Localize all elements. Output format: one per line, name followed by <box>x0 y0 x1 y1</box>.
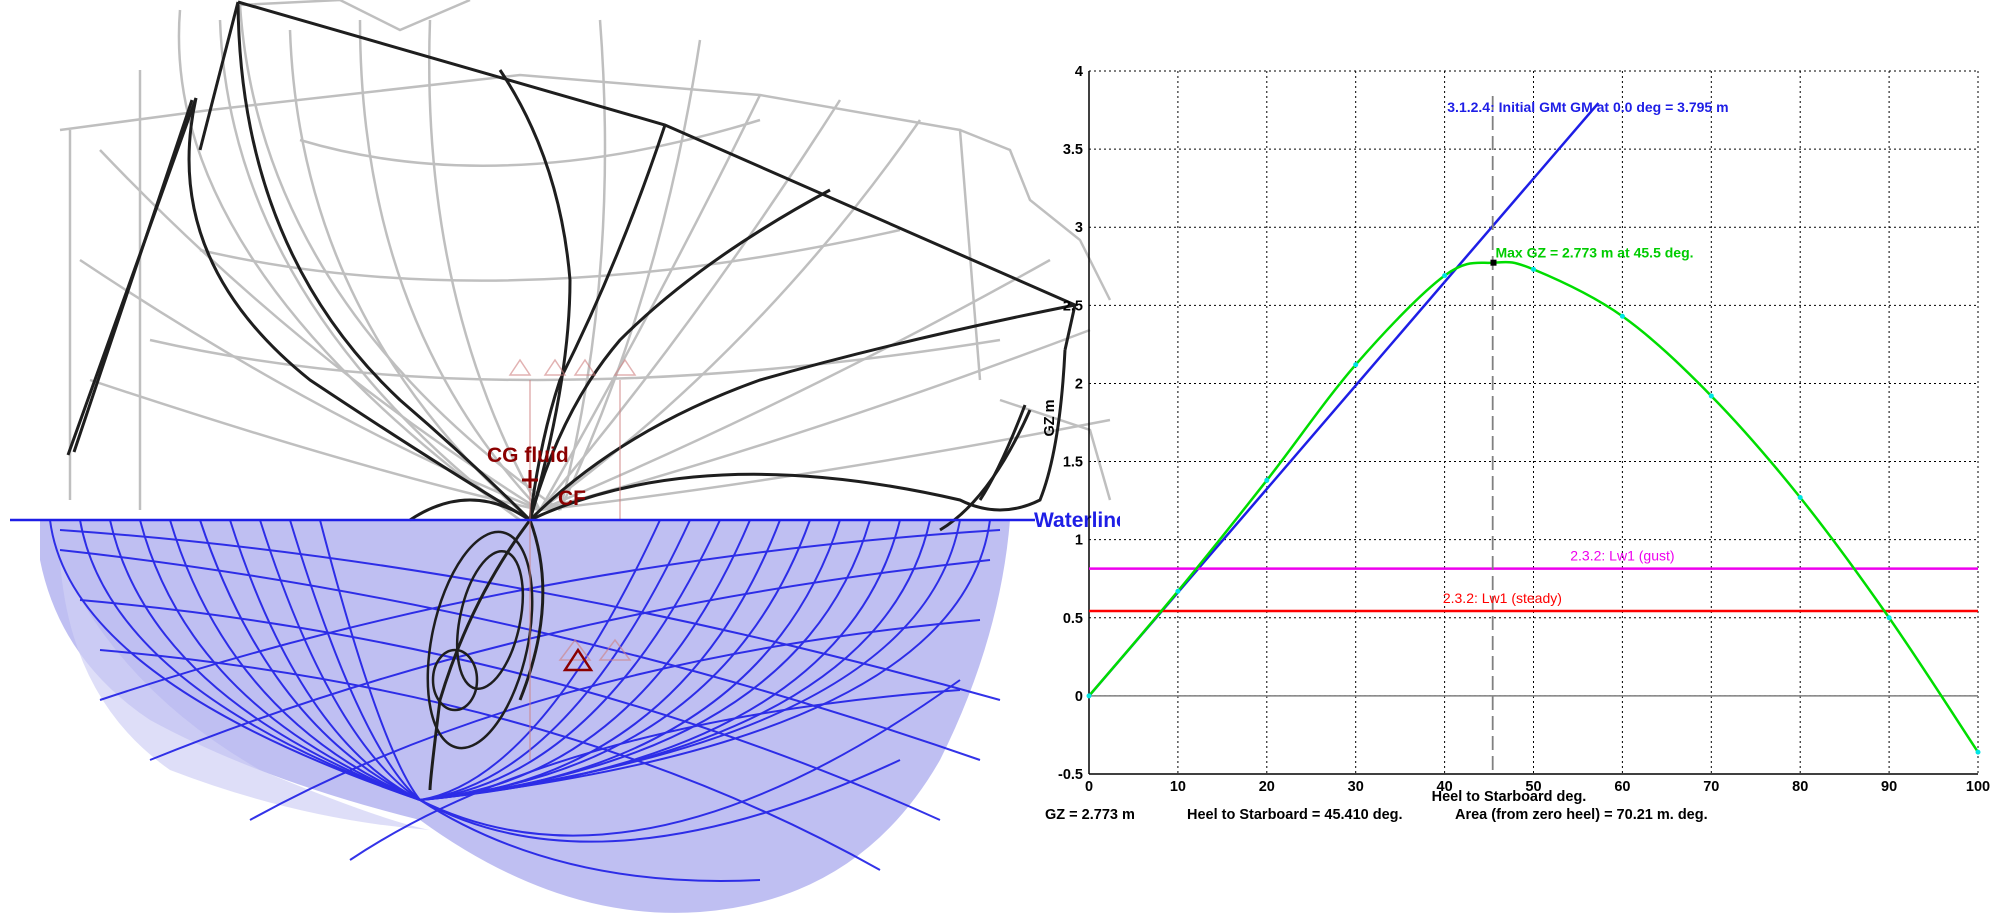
readout-gz: GZ = 2.773 m <box>1045 807 1135 823</box>
shaft-ellipses <box>426 530 534 750</box>
hull-fill <box>40 520 1010 913</box>
data-point <box>1175 588 1181 594</box>
x-tick-label: 90 <box>1881 779 1897 795</box>
y-tick-label: 1.5 <box>1063 455 1083 471</box>
y-tick-label: 0.5 <box>1063 611 1083 627</box>
data-point <box>1531 266 1536 272</box>
max-gz-point <box>1490 259 1497 266</box>
cf-label: CF <box>558 487 586 510</box>
data-point <box>1975 749 1981 755</box>
x-axis-label: Heel to Starboard deg. <box>1432 789 1587 805</box>
data-point <box>1353 362 1359 368</box>
y-tick-label: 4 <box>1075 64 1083 80</box>
y-tick-label: 1 <box>1075 533 1083 549</box>
marker-ghosts <box>508 358 637 760</box>
x-tick-label: 50 <box>1525 779 1541 795</box>
x-tick-label: 60 <box>1614 779 1630 795</box>
ref-line-label: 2.3.2: Lw1 (gust) <box>1570 548 1674 564</box>
hull-view: CG fluid CF Waterline <box>10 0 1120 913</box>
y-tick-label: -0.5 <box>1058 767 1083 783</box>
x-tick-label: 0 <box>1085 779 1093 795</box>
series-lines <box>1088 260 1980 753</box>
ref-line-label: 2.3.2: Lw1 (steady) <box>1443 590 1562 606</box>
waterline-label: Waterline <box>1034 509 1120 532</box>
x-tick-label: 80 <box>1792 779 1808 795</box>
data-point <box>1797 494 1803 500</box>
data-point <box>1442 273 1448 279</box>
y-tick-label: 3.5 <box>1063 142 1083 158</box>
cg-label: CG fluid <box>487 444 569 467</box>
data-point <box>1886 615 1892 621</box>
hull-section-lines <box>49 519 1001 882</box>
readout-area: Area (from zero heel) = 70.21 m. deg. <box>1455 807 1708 823</box>
x-tick-label: 10 <box>1170 779 1186 795</box>
y-tick-label: 3 <box>1075 220 1083 236</box>
y-tick-label: 2 <box>1075 376 1083 392</box>
y-tick-label: 0 <box>1075 689 1083 705</box>
y-axis-label: GZ m <box>1042 399 1058 436</box>
gz-curve <box>1088 260 1980 753</box>
data-point <box>1264 477 1270 483</box>
gz-chart: 0 10 20 30 40 50 60 70 80 90 100 -0.500.511.522.53… <box>1042 64 1990 805</box>
chart-grid <box>1089 70 1979 774</box>
cb-marker-icon <box>562 647 594 672</box>
hull-fill-light <box>60 560 430 830</box>
x-tick-labels: 0 10 20 30 40 50 60 70 80 90 100 <box>1085 779 1990 795</box>
x-tick-label: 70 <box>1703 779 1719 795</box>
x-tick-label: 20 <box>1259 779 1275 795</box>
hull-wireframe <box>66 0 1077 791</box>
x-tick-label: 100 <box>1966 779 1990 795</box>
readout-heel: Heel to Starboard = 45.410 deg. <box>1187 807 1403 823</box>
gm-slope-label: 3.1.2.4: Initial GMt GM at 0.0 deg = 3.7… <box>1447 99 1728 115</box>
x-tick-label: 40 <box>1437 779 1453 795</box>
data-point <box>1708 393 1714 399</box>
data-point <box>1086 693 1092 699</box>
y-tick-label: 2.5 <box>1063 298 1083 314</box>
annotations: 3.1.2.4: Initial GMt GM at 0.0 deg = 3.7… <box>1443 99 1729 606</box>
max-gz-annotation: Max GZ = 2.773 m at 45.5 deg. <box>1495 245 1693 261</box>
x-tick-label: 30 <box>1348 779 1364 795</box>
chart-axes <box>1088 71 1978 775</box>
data-point <box>1619 313 1625 319</box>
series-points <box>1086 259 1981 755</box>
cg-marker-icon <box>522 470 538 488</box>
y-tick-labels: -0.5 0 0.5 1 1.5 2 2.5 3 3.5 4 <box>1058 64 1083 783</box>
